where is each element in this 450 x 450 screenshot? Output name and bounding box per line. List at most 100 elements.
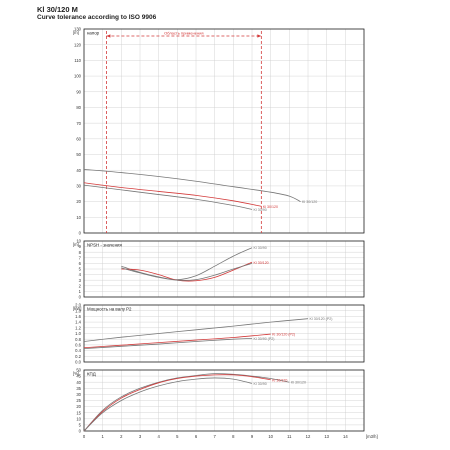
efficiency-xtick-label: 9 [251,434,254,439]
efficiency-ytick-label: 35 [76,386,81,391]
model-title: Kl 30/120 M [37,5,78,14]
head-ytick-label: 40 [76,168,81,173]
efficiency-ytick-label: 5 [79,423,82,428]
npsh-ytick-label: 5 [79,267,82,272]
head-series-label: Kl 30/120 [263,205,278,209]
npsh-ytick-label: 9 [79,244,82,249]
efficiency-xtick-label: 13 [324,434,329,439]
npsh-ytick-label: 2 [79,283,82,288]
power-ytick-label: 2.0 [75,303,81,308]
power-series-line [83,333,271,349]
efficiency-xtick-label: 14 [343,434,348,439]
efficiency-ytick-label: 50 [76,368,81,373]
npsh-ytick-label: 4 [79,272,82,277]
power-ytick-label: 1.6 [75,314,81,319]
npsh-title: NPSH - значения [87,243,122,248]
efficiency-xtick-label: 5 [176,434,179,439]
efficiency-xtick-label: 4 [157,434,160,439]
head-series-label: Kl 30/90 [254,208,267,212]
npsh-frame [83,240,365,298]
npsh-series-label: Kl 30/120 [254,261,269,265]
efficiency-xtick-label: 7 [213,434,216,439]
efficiency-ytick-label: 10 [76,416,81,421]
power-series-line [83,337,253,350]
npsh-ytick-label: 8 [79,250,82,255]
power-series-label: Kl 30/90 (P2) [254,337,275,341]
range-arrow-left [106,34,111,38]
head-ytick-label: 80 [76,105,81,110]
head-panel: 0 10 20 30 40 50 60 70 80 90 100 110 120 130[m] напор О… [73,27,365,236]
head-ytick-label: 130 [74,27,82,32]
efficiency-ytick-label: 0 [79,429,82,434]
efficiency-xtick-label: 12 [306,434,311,439]
efficiency-xtick-label: 11 [287,434,292,439]
head-ytick-label: 50 [76,152,81,157]
efficiency-ytick-label: 20 [76,404,81,409]
power-ytick-label: 0.6 [75,343,81,348]
power-series-label: Kl 30/120 (P2) [310,317,333,321]
power-ytick-label: 0.2 [75,354,81,359]
head-ytick-label: 110 [74,58,81,63]
npsh-ylabel: [m] [73,242,79,247]
npsh-ytick-label: 3 [79,278,82,283]
efficiency-xlabel: [m3/h] [366,434,378,439]
head-title: напор [87,31,100,36]
npsh-series-label: Kl 30/90 [254,246,267,250]
power-ytick-label: 0.8 [75,337,81,342]
range-label: Область применения [164,31,203,36]
efficiency-xtick-label: 2 [120,434,123,439]
head-ylabel: [m] [73,30,79,35]
npsh-series-line [121,263,253,281]
head-ytick-label: 0 [79,231,82,236]
head-series-line [83,169,301,202]
efficiency-xtick-label: 8 [232,434,235,439]
power-ytick-label: 1.8 [75,308,81,313]
head-ytick-label: 120 [74,42,82,47]
npsh-series-line [121,247,253,281]
npsh-ytick-label: 10 [76,239,81,244]
power-ytick-label: 0.0 [75,360,81,365]
power-title: Мощность на валу P2 [87,307,132,312]
efficiency-xtick-label: 10 [268,434,273,439]
efficiency-series-line [83,373,290,432]
head-ytick-label: 60 [76,136,81,141]
head-ytick-label: 20 [76,199,81,204]
power-ytick-label: 1.0 [75,331,81,336]
power-series-label: Kl 30/120 (P2) [272,333,295,337]
npsh-ytick-label: 1 [79,289,82,294]
range-arrow-right [257,34,262,38]
efficiency-ytick-label: 40 [76,380,81,385]
efficiency-ylabel: [%] [73,371,79,376]
efficiency-series-label: Kl 30/120 [272,378,287,382]
power-series-line [83,318,309,342]
head-series-line [83,182,262,207]
power-panel: 0.00.20.40.60.81.01.21.41.61.82.0[kW] Мощ… [73,303,365,365]
power-ytick-label: 0.4 [75,348,81,353]
head-frame [83,28,365,234]
head-ytick-label: 100 [74,74,82,79]
head-ytick-label: 70 [76,121,81,126]
efficiency-xtick-label: 6 [195,434,198,439]
efficiency-series-label: Kl 30/120 [291,381,306,385]
efficiency-xtick-label: 3 [139,434,142,439]
efficiency-ytick-label: 45 [76,374,81,379]
efficiency-title: КПД [87,372,96,377]
efficiency-series-label: Kl 30/90 [254,382,267,386]
tolerance-subtitle: Curve tolerance according to ISO 9906 [37,14,157,21]
efficiency-series-line [83,374,271,432]
efficiency-frame [83,369,365,432]
efficiency-ytick-label: 30 [76,392,81,397]
npsh-ytick-label: 7 [79,255,82,260]
efficiency-ytick-label: 25 [76,398,81,403]
npsh-ytick-label: 0 [79,295,82,300]
efficiency-ytick-label: 15 [76,410,81,415]
power-ytick-label: 1.4 [75,320,81,325]
power-frame [83,304,365,363]
efficiency-xtick-label: 1 [101,434,104,439]
npsh-ytick-label: 6 [79,261,82,266]
head-series-label: Kl 30/120 [302,200,317,204]
head-ytick-label: 90 [76,89,81,94]
npsh-series-line [121,261,253,282]
